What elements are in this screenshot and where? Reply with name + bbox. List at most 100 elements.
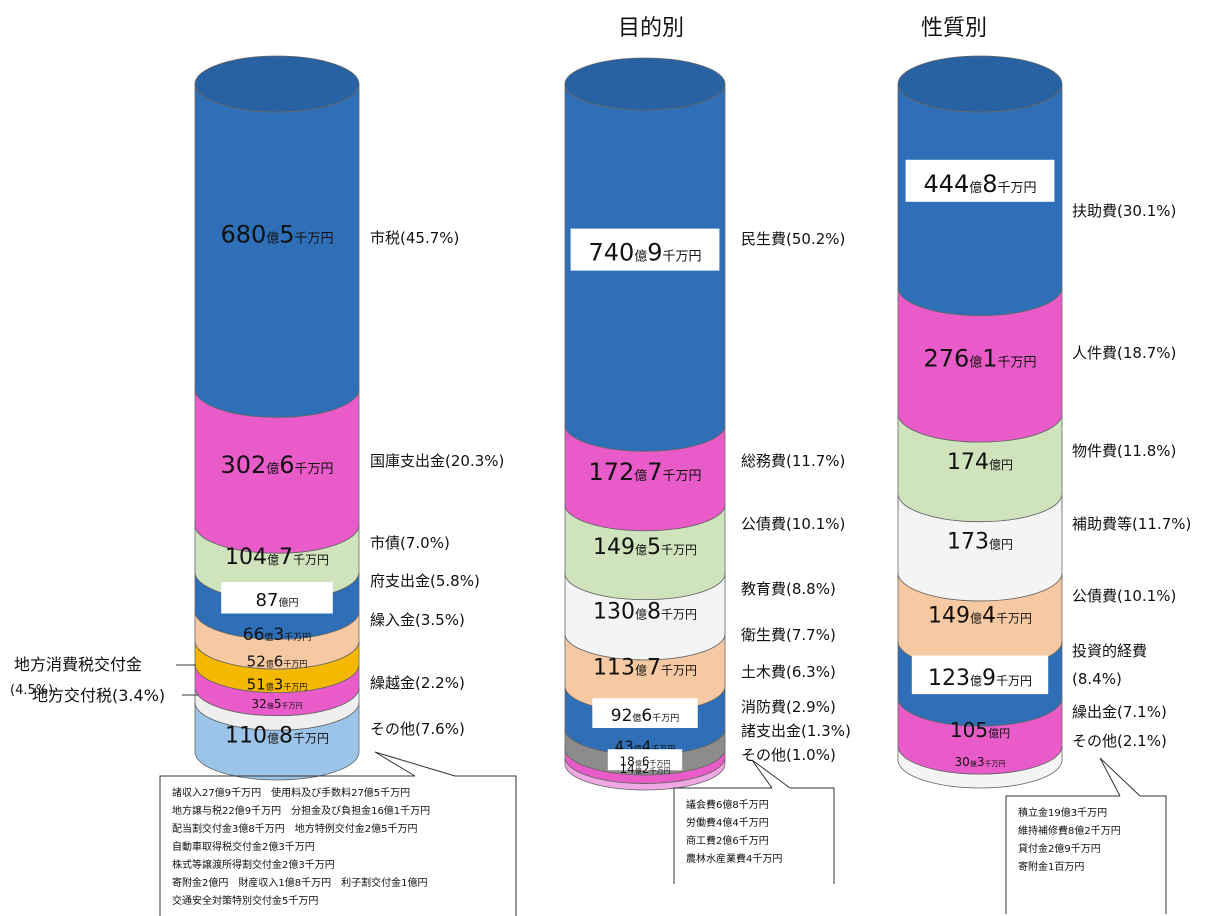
value-unit: 億円: [989, 458, 1013, 472]
value-senman: 5: [279, 221, 294, 249]
segment-value-7: 30億3千万円: [955, 755, 1006, 769]
value-unit: 億: [635, 607, 647, 621]
segment-value-1: 302億6千万円: [220, 451, 333, 479]
value-box: [905, 159, 1055, 202]
value-text: 123億9千万円: [928, 666, 1032, 691]
value-text: 18億6千万円: [620, 754, 671, 768]
value-oku: 18: [620, 754, 635, 768]
value-text: 680億5千万円: [220, 221, 333, 249]
segment-label-2: 市債(7.0%): [370, 534, 450, 552]
value-unit: 億: [266, 461, 279, 477]
value-unit2: 千万円: [998, 356, 1037, 371]
segment-0: [194, 83, 360, 418]
segment-label-2: 物件費(11.8%): [1072, 442, 1176, 460]
value-unit2: 千万円: [661, 607, 697, 621]
segment-label-4: 公債費(10.1%): [1072, 587, 1176, 605]
value-unit: 億円: [988, 727, 1010, 740]
value-oku: 149: [593, 535, 635, 560]
value-text: 113億7千万円: [593, 656, 697, 681]
value-box: [221, 581, 333, 614]
segment-value-8: 110億8千万円: [225, 723, 329, 748]
value-box: [592, 698, 698, 728]
value-senman: 3: [977, 755, 985, 769]
note-line: 地方譲与税22億9千万円 分担金及び負担金16億1千万円: [172, 804, 430, 817]
note-line: 交通安全対策特別交付金5千万円: [172, 894, 318, 907]
value-oku: 32: [252, 697, 267, 711]
segment-label-2: 公債費(10.1%): [741, 515, 845, 533]
value-unit2: 千万円: [984, 759, 1005, 768]
value-oku: 104: [225, 545, 267, 570]
value-unit2: 千万円: [293, 731, 329, 745]
segment-value-5: 92億6千万円: [592, 698, 698, 728]
value-unit2: 千万円: [284, 632, 311, 643]
value-text: 149億4千万円: [928, 603, 1032, 628]
segment-value-5: 52億6千万円: [247, 652, 308, 670]
value-unit: 億: [969, 180, 982, 196]
segment-label-7: その他(2.1%): [1072, 732, 1167, 750]
value-unit: 億: [969, 355, 982, 371]
value-unit2: 千万円: [996, 674, 1032, 688]
note-line: 商工費2億6千万円: [686, 834, 769, 847]
segment-label-8: その他(1.0%): [741, 746, 836, 764]
segment-value-7: 18億6千万円: [607, 749, 683, 771]
note-pointer: [1099, 757, 1141, 797]
value-unit2: 千万円: [663, 469, 702, 484]
segment-label-6: 消防費(2.9%): [741, 698, 836, 716]
value-text: 87億円: [256, 590, 299, 611]
segment-value-0: 680億5千万円: [220, 221, 333, 249]
segment-value-2: 104億7千万円: [225, 545, 329, 570]
value-unit2: 千万円: [293, 553, 329, 567]
note-pointer: [374, 751, 456, 777]
value-oku: 30: [955, 755, 970, 769]
value-oku: 444: [923, 170, 969, 198]
segment-label-5-b: (8.4%): [1072, 670, 1122, 688]
segment-value-7: 32億5千万円: [252, 697, 303, 711]
value-text: 172億7千万円: [588, 458, 701, 486]
value-unit: 億: [635, 758, 642, 767]
value-unit: 億円: [989, 538, 1013, 552]
value-oku: 149: [928, 603, 970, 628]
segment-value-8: 14億2千万円: [620, 762, 671, 776]
value-senman: 6: [274, 652, 284, 670]
value-unit: 億: [634, 468, 647, 484]
value-text: 110億8千万円: [225, 723, 329, 748]
value-box: [570, 228, 720, 271]
segment-label-3: 府支出金(5.8%): [370, 572, 480, 590]
segment-label-1: 人件費(18.7%): [1072, 344, 1176, 362]
value-unit: 億: [266, 658, 274, 668]
value-text: 276億1千万円: [923, 345, 1036, 373]
value-text: 30億3千万円: [955, 755, 1006, 769]
value-text: 444億8千万円: [923, 170, 1036, 198]
segment-value-1: 172億7千万円: [588, 458, 701, 486]
note-pointer: [751, 759, 791, 789]
value-unit: 億: [266, 231, 279, 247]
segment-value-3: 87億円: [221, 581, 333, 614]
left-label-consumption-tax-pct: (4.5%): [10, 683, 53, 698]
left-label-local-allocation-tax: 地方交付税(3.4%): [32, 686, 165, 705]
value-unit: 億: [635, 766, 642, 775]
nature-cylinder: 444億8千万円扶助費(30.1%)276億1千万円人件費(18.7%)174億…: [897, 55, 1191, 789]
value-unit2: 千万円: [283, 682, 307, 692]
value-oku: 87: [256, 590, 279, 611]
segment-label-6: 繰出金(7.1%): [1072, 703, 1167, 721]
value-oku: 123: [928, 666, 970, 691]
value-oku: 680: [220, 221, 266, 249]
value-text: 130億8千万円: [593, 599, 697, 624]
value-text: 104億7千万円: [225, 545, 329, 570]
value-text: 66億3千万円: [243, 625, 312, 645]
value-unit: 億: [264, 631, 273, 643]
value-oku: 51: [247, 676, 266, 694]
value-unit2: 千万円: [649, 766, 670, 775]
note-line: 維持補修費8億2千万円: [1018, 824, 1121, 837]
value-unit2: 千万円: [295, 462, 334, 477]
value-oku: 740: [588, 239, 634, 267]
value-senman: 3: [274, 676, 284, 694]
value-unit: 億: [970, 759, 977, 768]
value-unit2: 千万円: [283, 658, 307, 668]
note-line: 諸収入27億9千万円 使用料及び手数料27億5千万円: [172, 786, 410, 799]
note-line: 貸付金2億9千万円: [1018, 842, 1101, 855]
value-senman: 7: [279, 545, 293, 570]
